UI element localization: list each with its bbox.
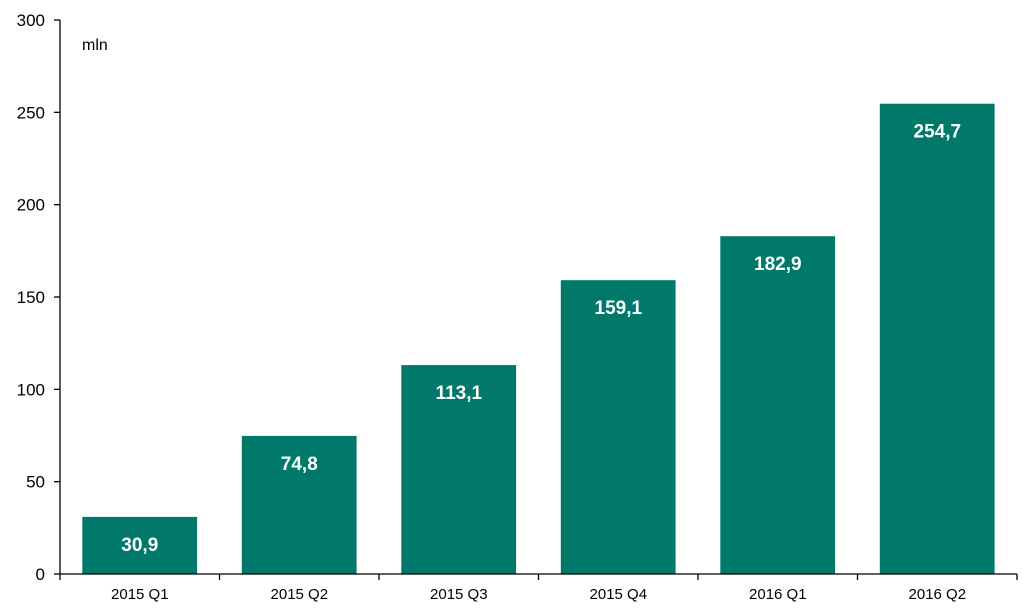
labels-layer: 30,9 2015 Q1 74,8 2015 Q2 113,1 2015 Q3 159,1 2… [111,122,966,603]
category-label-5: 2016 Q1 [749,586,807,603]
category-label-6: 2016 Q2 [909,586,967,603]
category-label-1: 2015 Q1 [111,586,169,603]
y-tick-label-100: 100 [17,380,45,399]
data-label-1: 30,9 [121,535,158,556]
y-tick-label-200: 200 [17,196,45,215]
category-label-2: 2015 Q2 [271,586,329,603]
data-label-2: 74,8 [281,454,318,475]
y-tick-label-50: 50 [26,473,45,492]
y-tick-label-250: 250 [17,103,45,122]
bar-2 [241,435,357,574]
data-label-3: 113,1 [436,383,483,404]
y-tick-label-300: 300 [17,11,45,30]
data-label-4: 159,1 [595,298,643,319]
bar-1 [82,516,198,574]
bar-5 [720,236,836,574]
bar-3 [401,365,517,574]
bar-6 [879,103,995,574]
bar-4 [560,280,676,574]
unit-label: mln [82,37,108,54]
axes-layer: 0 50 100 150 200 250 300 [17,11,1018,584]
y-tick-label-0: 0 [36,565,45,584]
y-tick-label-150: 150 [17,288,45,307]
data-label-6: 254,7 [914,122,962,143]
category-label-4: 2015 Q4 [590,586,648,603]
bars-layer [82,103,995,574]
data-label-5: 182,9 [754,254,802,275]
category-label-3: 2015 Q3 [430,586,488,603]
